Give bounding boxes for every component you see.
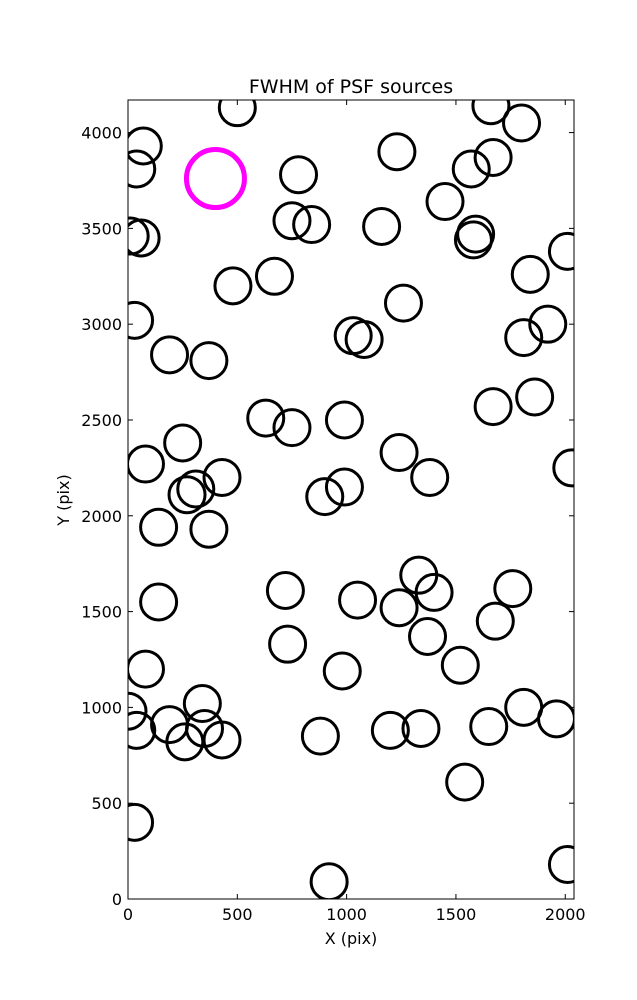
- psf-source-marker: [182, 684, 222, 724]
- highlighted-source-marker: [183, 147, 247, 211]
- psf-source-marker: [128, 149, 157, 189]
- y-tick-label: 2500: [81, 411, 122, 430]
- y-tick-label: 2000: [81, 507, 122, 526]
- y-tick-label: 3000: [81, 315, 122, 334]
- psf-source-marker: [379, 588, 419, 628]
- psf-source-marker: [139, 507, 179, 547]
- psf-source-marker: [272, 201, 312, 241]
- psf-source-marker: [377, 132, 417, 172]
- plot-frame: [127, 99, 575, 900]
- psf-source-marker: [324, 467, 364, 507]
- psf-source-marker: [515, 377, 555, 417]
- psf-source-marker: [213, 266, 253, 306]
- psf-source-marker: [408, 616, 448, 656]
- psf-source-marker: [362, 206, 402, 246]
- psf-source-marker: [440, 645, 480, 685]
- psf-source-marker: [473, 137, 513, 177]
- psf-source-marker: [217, 100, 257, 128]
- psf-source-marker: [528, 304, 568, 344]
- psf-source-marker: [305, 477, 345, 517]
- psf-source-marker: [473, 387, 513, 427]
- psf-source-marker: [552, 448, 574, 488]
- psf-source-marker: [128, 691, 148, 731]
- y-axis-label: Y (pix): [54, 474, 73, 526]
- psf-source-marker: [471, 100, 511, 126]
- psf-source-marker: [379, 433, 419, 473]
- psf-source-marker: [202, 457, 242, 497]
- psf-source-marker: [167, 475, 207, 515]
- psf-source-marker: [445, 762, 485, 802]
- axis-ticks: 0 500 1000 1500 2000 0 500 1000 1500 2000 2500 3000…: [81, 100, 586, 924]
- psf-source-marker: [254, 256, 294, 296]
- plot-marks: [128, 100, 574, 899]
- psf-source-marker: [139, 582, 179, 622]
- psf-source-marker: [451, 149, 491, 189]
- psf-source-marker: [537, 699, 574, 739]
- x-tick-label: 2000: [545, 905, 586, 924]
- psf-source-marker: [370, 710, 410, 750]
- psf-source-marker: [163, 423, 203, 463]
- psf-source-marker: [309, 862, 349, 899]
- psf-source-marker: [344, 320, 384, 360]
- psf-source-marker: [504, 318, 544, 358]
- x-tick-label: 0: [123, 905, 133, 924]
- y-tick-label: 1500: [81, 603, 122, 622]
- x-tick-label: 1500: [436, 905, 477, 924]
- y-tick-label: 1000: [81, 698, 122, 717]
- psf-source-marker: [128, 126, 163, 166]
- psf-source-marker: [128, 300, 155, 340]
- psf-source-marker: [425, 182, 465, 222]
- y-tick-label: 3500: [81, 219, 122, 238]
- psf-source-marker: [324, 400, 364, 440]
- x-tick-label: 1000: [326, 905, 367, 924]
- psf-source-marker: [265, 571, 305, 611]
- psf-source-marker: [268, 624, 308, 664]
- psf-source-marker: [128, 710, 157, 750]
- y-tick-label: 0: [112, 890, 122, 909]
- psf-source-marker: [322, 651, 362, 691]
- psf-source-marker: [414, 572, 454, 612]
- psf-source-marker: [453, 220, 493, 260]
- psf-source-marker: [300, 716, 340, 756]
- psf-source-marker: [202, 720, 242, 760]
- psf-source-marker: [547, 231, 574, 271]
- x-tick-label: 500: [222, 905, 253, 924]
- psf-source-marker: [272, 408, 312, 448]
- psf-source-marker: [502, 103, 542, 143]
- chart-title: FWHM of PSF sources: [249, 76, 453, 98]
- x-axis-label: X (pix): [325, 929, 378, 948]
- psf-source-marker: [383, 283, 423, 323]
- psf-source-marker: [189, 509, 229, 549]
- psf-source-marker: [510, 254, 550, 294]
- psf-source-marker: [410, 457, 450, 497]
- psf-source-marker: [128, 802, 155, 842]
- psf-source-marker: [128, 649, 165, 689]
- psf-source-marker: [128, 444, 165, 484]
- psf-source-marker: [338, 580, 378, 620]
- psf-source-marker: [176, 469, 216, 509]
- psf-source-marker: [150, 335, 190, 375]
- psf-source-marker: [504, 687, 544, 727]
- psf-source-marker: [401, 708, 441, 748]
- y-tick-label: 500: [91, 794, 122, 813]
- psf-source-marker: [279, 155, 319, 195]
- psf-source-marker: [547, 845, 574, 885]
- psf-source-marker: [246, 398, 286, 438]
- psf-source-marker: [292, 205, 332, 245]
- psf-source-marker: [493, 569, 533, 609]
- psf-source-marker: [475, 601, 515, 641]
- y-tick-label: 4000: [81, 124, 122, 143]
- psf-source-marker: [128, 218, 161, 258]
- psf-source-marker: [469, 707, 509, 747]
- psf-source-marker: [189, 341, 229, 381]
